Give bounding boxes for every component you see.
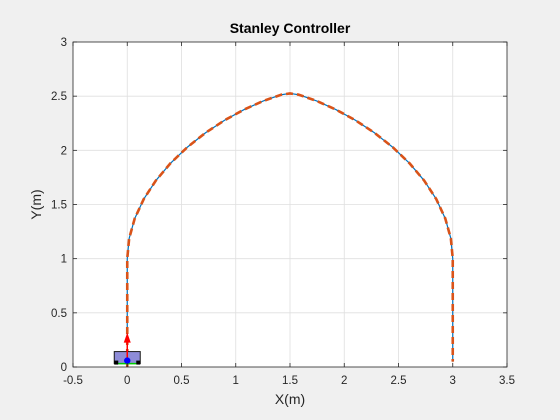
y-axis-title: Y(m) (28, 189, 44, 219)
x-tick-label: 2 (341, 375, 347, 387)
x-tick-label: 1.5 (282, 375, 298, 387)
y-tick-label: 2 (61, 145, 67, 157)
axis-ticks: -0.5 0 0.5 1 1.5 2 2.5 3 3.500.511.522.53 (51, 37, 515, 387)
x-tick-label: 3 (450, 375, 456, 387)
y-tick-label: 1 (61, 254, 67, 266)
x-tick-label: 0.5 (174, 375, 190, 387)
y-tick-label: 3 (61, 37, 67, 49)
vehicle-wheel-right (136, 360, 141, 365)
x-tick-label: 1 (233, 375, 239, 387)
data-series (125, 92, 455, 367)
x-tick-label: 3.5 (499, 375, 515, 387)
y-tick-label: 0 (61, 362, 67, 374)
vehicle-heading-arrow-head (123, 332, 131, 343)
chart-title: Stanley Controller (230, 20, 351, 36)
vehicle-trajectory-line (125, 92, 455, 367)
x-tick-label: 2.5 (391, 375, 407, 387)
vehicle-marker (113, 332, 141, 365)
x-axis-title: X(m) (275, 391, 305, 407)
grid-lines (73, 42, 507, 367)
y-tick-label: 1.5 (51, 200, 67, 212)
x-tick-label: -0.5 (63, 375, 83, 387)
y-tick-label: 0.5 (51, 308, 67, 320)
vehicle-wheel-left (114, 360, 119, 365)
x-tick-label: 0 (124, 375, 130, 387)
y-tick-label: 2.5 (51, 91, 67, 103)
vehicle-center-point (124, 357, 131, 364)
